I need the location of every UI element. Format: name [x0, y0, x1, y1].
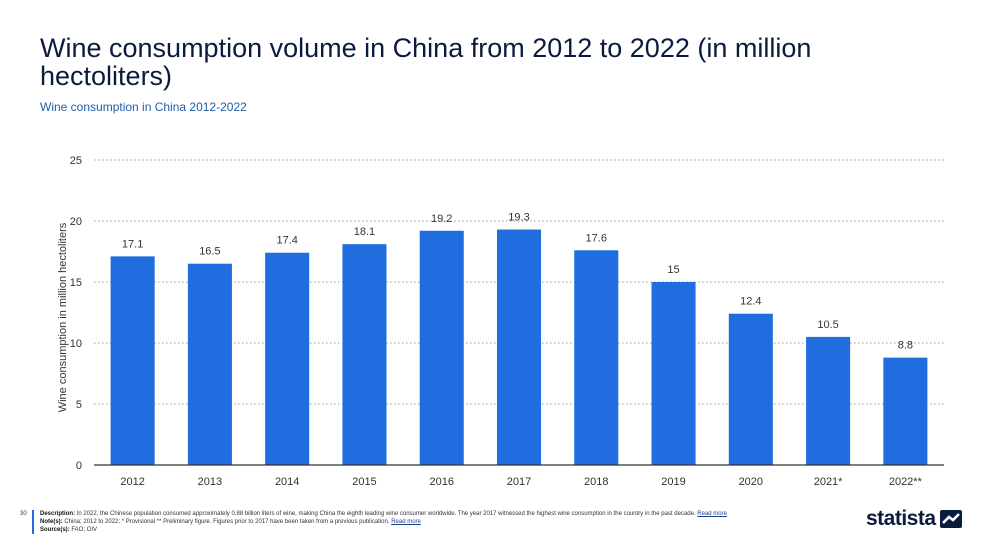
- footer-sources: Source(s): FAO; OIV: [40, 526, 860, 534]
- bar[interactable]: [342, 244, 387, 465]
- chart-title: Wine consumption volume in China from 20…: [40, 33, 812, 91]
- bar-value-label: 17.1: [122, 238, 143, 250]
- footer-description: Description: In 2022, the Chinese popula…: [40, 510, 860, 518]
- x-axis-ticks: 2012 2013 2014 2015 2016 2017 2018 2019 2020 2021…: [120, 476, 922, 488]
- y-axis-ticks: 0 5 10 15 20 25: [70, 155, 82, 472]
- bar[interactable]: [574, 250, 619, 465]
- page-number: 30: [20, 511, 27, 517]
- statista-logo-icon: [939, 510, 962, 528]
- description-label: Description:: [40, 511, 76, 517]
- x-tick-label: 2017: [507, 476, 531, 488]
- bar[interactable]: [806, 336, 851, 465]
- x-tick-label: 2014: [275, 476, 299, 488]
- bar-value-label: 17.4: [276, 235, 297, 247]
- description-read-more-link[interactable]: Read more: [697, 511, 727, 517]
- x-tick-label: 2020: [739, 476, 763, 488]
- y-tick-label: 0: [76, 460, 82, 472]
- y-axis-title: Wine consumption in million hectoliters: [57, 222, 69, 412]
- bar[interactable]: [265, 252, 310, 465]
- logo-text: statista: [866, 507, 936, 530]
- footer-accent-bar: [32, 510, 34, 534]
- bar-value-label: 16.5: [199, 246, 220, 258]
- bar-value-label: 15: [667, 264, 679, 276]
- description-text: In 2022, the Chinese population consumed…: [76, 511, 696, 517]
- bars: [110, 229, 928, 465]
- x-tick-label: 2015: [352, 476, 376, 488]
- chart-subtitle: Wine consumption in China 2012-2022: [40, 100, 247, 114]
- y-tick-label: 20: [70, 216, 82, 228]
- x-tick-label: 2022**: [889, 476, 923, 488]
- x-tick-label: 2021*: [814, 476, 843, 488]
- notes-read-more-link[interactable]: Read more: [391, 519, 421, 525]
- bar[interactable]: [651, 282, 696, 465]
- bar[interactable]: [883, 357, 928, 465]
- statista-logo[interactable]: statista: [866, 507, 962, 531]
- x-tick-label: 2012: [120, 476, 144, 488]
- bar-value-label: 8.8: [898, 340, 913, 352]
- x-tick-label: 2013: [198, 476, 222, 488]
- sources-label: Source(s):: [40, 527, 70, 533]
- bar-value-label: 12.4: [740, 296, 761, 308]
- x-tick-label: 2016: [429, 476, 453, 488]
- footer-notes: Note(s): China; 2012 to 2022; * Provisio…: [40, 518, 860, 526]
- bar[interactable]: [110, 256, 155, 465]
- notes-label: Note(s):: [40, 519, 63, 525]
- notes-text: China; 2012 to 2022; * Provisional ** Pr…: [64, 519, 390, 525]
- bar-value-label: 19.3: [508, 212, 529, 224]
- x-tick-label: 2018: [584, 476, 608, 488]
- bar-value-label: 10.5: [817, 319, 838, 331]
- y-tick-label: 10: [70, 338, 82, 350]
- bar[interactable]: [187, 263, 232, 465]
- bar[interactable]: [419, 230, 464, 465]
- sources-text: FAO; OIV: [71, 527, 98, 533]
- y-tick-label: 25: [70, 155, 82, 167]
- y-tick-label: 5: [76, 399, 82, 411]
- x-tick-label: 2019: [661, 476, 685, 488]
- bar[interactable]: [496, 229, 542, 465]
- bar-value-label: 18.1: [354, 226, 375, 238]
- bar-value-label: 19.2: [431, 213, 452, 225]
- bar[interactable]: [728, 313, 773, 465]
- data-labels: 17.1 16.5 17.4 18.1 19.2 19.3 17.6 15 12.4 10.5 8.…: [122, 212, 913, 352]
- y-tick-label: 15: [70, 277, 82, 289]
- bar-value-label: 17.6: [586, 232, 607, 244]
